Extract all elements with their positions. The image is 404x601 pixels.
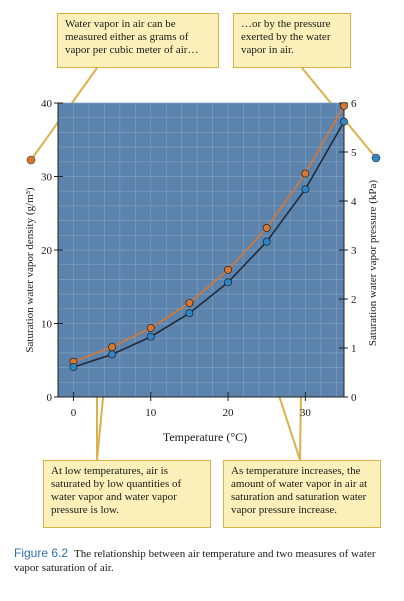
y-tick-label-right: 2 bbox=[351, 294, 357, 306]
pressure-point bbox=[108, 350, 117, 359]
pressure-point bbox=[301, 185, 310, 194]
density-point bbox=[224, 265, 233, 274]
pressure-point bbox=[340, 117, 348, 126]
callout-bottom-left: At low temperatures, air is saturated by… bbox=[43, 460, 211, 528]
density-point bbox=[340, 101, 348, 110]
density-point bbox=[185, 298, 194, 307]
y-tick-label-left: 20 bbox=[41, 245, 53, 257]
x-tick-label: 10 bbox=[145, 407, 157, 419]
pressure-point bbox=[262, 237, 271, 246]
y-axis-label-right: Saturation water vapor pressure (kPa) bbox=[367, 180, 379, 347]
pressure-line bbox=[73, 121, 345, 368]
density-line bbox=[73, 105, 345, 363]
callout-bottom-right: As temperature increases, the amount of … bbox=[223, 460, 381, 528]
grid-lines bbox=[58, 102, 344, 397]
density-point bbox=[262, 223, 271, 232]
callout-top-right: …or by the pressure exerted by the water… bbox=[233, 13, 351, 68]
pressure-point bbox=[69, 363, 78, 372]
density-point bbox=[301, 169, 310, 178]
right-axis-legend-marker bbox=[371, 153, 381, 163]
x-tick-label: 0 bbox=[71, 407, 77, 419]
y-tick-label-left: 0 bbox=[47, 392, 53, 404]
figure-label: Figure 6.2 bbox=[14, 546, 69, 560]
density-point bbox=[146, 323, 155, 332]
pressure-point bbox=[146, 332, 155, 341]
data-series bbox=[69, 101, 348, 372]
y-tick-label-right: 0 bbox=[351, 392, 357, 404]
y-tick-label-right: 5 bbox=[351, 147, 357, 159]
y-tick-label-right: 6 bbox=[351, 98, 357, 110]
figure-caption: Figure 6.2 The relationship between air t… bbox=[14, 546, 394, 575]
x-tick-label: 20 bbox=[223, 407, 235, 419]
x-axis-label: Temperature (°C) bbox=[163, 430, 247, 444]
y-tick-label-left: 30 bbox=[41, 172, 53, 184]
caption-text: The relationship between air temperature… bbox=[14, 548, 376, 574]
y-tick-label-right: 3 bbox=[351, 245, 357, 257]
left-axis-legend-marker bbox=[26, 155, 36, 165]
y-axis-label-left: Saturation water vapor density (g/m³) bbox=[24, 187, 36, 353]
pressure-point bbox=[224, 278, 233, 287]
axes: 0 10 20 30 40 0 1 2 3 4 5 6 0 10 20 30 bbox=[41, 98, 357, 419]
density-point bbox=[108, 343, 117, 351]
callout-top-left: Water vapor in air can be measured eithe… bbox=[57, 13, 219, 68]
x-tick-label: 30 bbox=[300, 407, 312, 419]
y-tick-label-left: 40 bbox=[41, 98, 53, 110]
y-tick-label-right: 1 bbox=[351, 343, 357, 355]
pressure-point bbox=[185, 309, 194, 318]
y-tick-label-right: 4 bbox=[351, 196, 357, 208]
y-tick-label-left: 10 bbox=[41, 319, 53, 331]
